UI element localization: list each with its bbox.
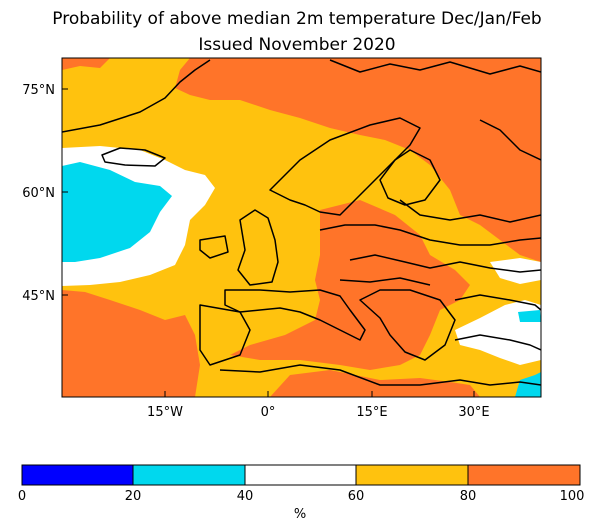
region-80-100-top-left [62,58,110,70]
map-title-line2: Issued November 2020 [198,35,396,55]
colorbar-tick-100: 100 [560,489,585,504]
colorbar-frame [21,464,581,486]
coastlines [62,59,541,386]
colorbar-tick-80: 80 [460,489,477,504]
lon-axis: 15°W 0° 15°E 30°E [147,391,490,420]
region-20-40-east [518,310,541,322]
probability-map [62,58,541,397]
lat-tick-label-75n: 75°N [22,83,55,98]
lon-tick-label-15w: 15°W [147,405,183,420]
colorbar: 0 20 40 60 80 100 [18,464,585,504]
map-frame [61,57,542,398]
colorbar-bin-1 [133,465,245,485]
colorbar-bin-3 [356,465,468,485]
lat-tick-label-60n: 60°N [22,186,55,201]
colorbar-bin-4 [468,465,580,485]
colorbar-tick-60: 60 [348,489,365,504]
lon-tick-label-15e: 15°E [356,405,387,420]
colorbar-bin-2 [245,465,356,485]
lat-axis: 75°N 60°N 45°N [22,83,68,304]
colorbar-tick-0: 0 [18,489,26,504]
map-title-line1: Probability of above median 2m temperatu… [52,9,542,29]
region-20-40-atlantic [62,162,172,262]
colorbar-bin-0 [22,465,133,485]
region-20-40-southeast [515,372,541,397]
lat-tick-label-45n: 45°N [22,289,55,304]
region-80-100-europe [230,200,470,370]
colorbar-tick-40: 40 [237,489,254,504]
region-80-100-north [175,58,541,262]
colorbar-unit-label: % [293,507,307,522]
lon-tick-label-0: 0° [261,405,276,420]
lon-tick-label-30e: 30°E [458,405,489,420]
region-80-100-atlantic [62,290,200,397]
colorbar-tick-20: 20 [125,489,142,504]
